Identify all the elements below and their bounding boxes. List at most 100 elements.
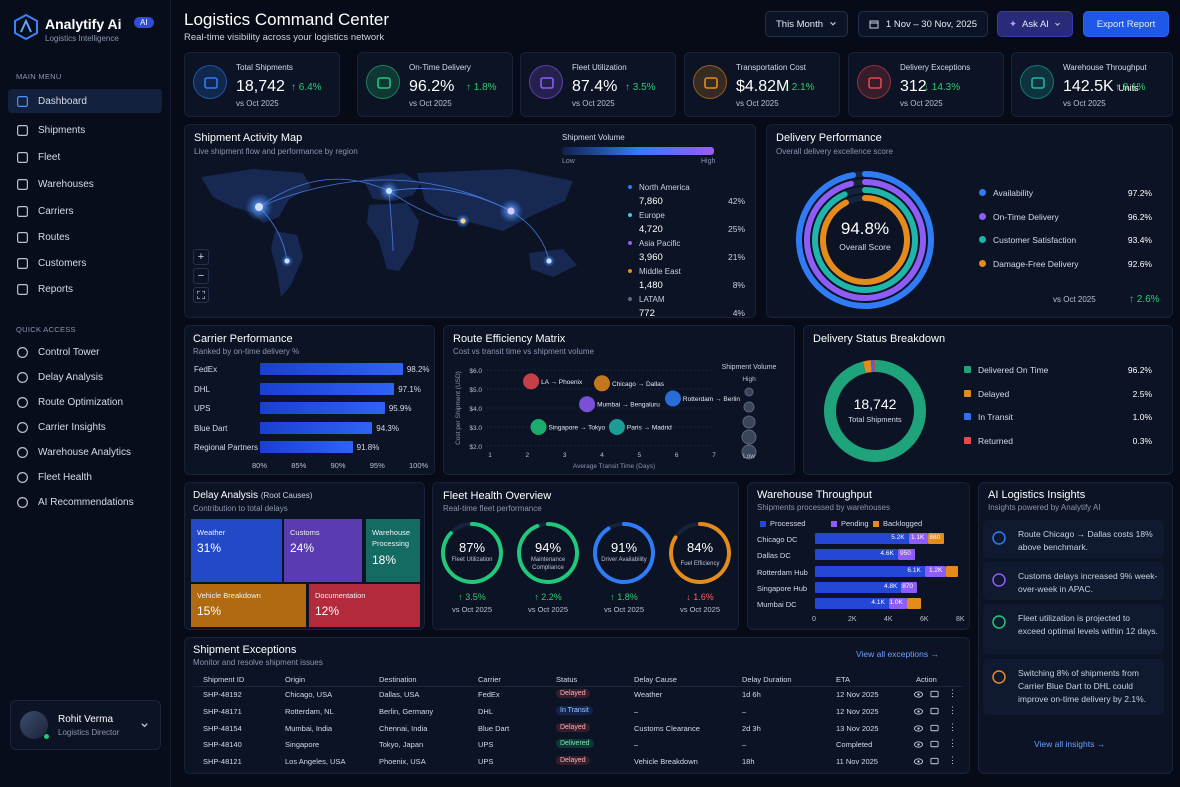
- kpi-card-fleet-utilization[interactable]: Fleet Utilization 87.4% ↑ 3.5% vs Oct 2025: [520, 52, 676, 117]
- gauge-label: Maintenance Compliance: [530, 557, 566, 571]
- view-all-insights-link[interactable]: View all insights →: [1034, 739, 1106, 749]
- status-value: 1.0%: [1132, 412, 1152, 422]
- kpi-unit: Units: [1118, 83, 1139, 93]
- column-header-shipment-id[interactable]: Shipment ID: [203, 675, 245, 684]
- export-report-button[interactable]: Export Report: [1083, 11, 1169, 37]
- delay-cell-warehouse-processing[interactable]: Warehouse Processing 18%: [366, 519, 420, 582]
- reports-icon: [16, 283, 38, 296]
- sidebar-item-control-tower[interactable]: Control Tower: [8, 340, 162, 364]
- cell-carrier: UPS: [478, 740, 494, 750]
- ai-badge: AI: [134, 17, 154, 28]
- column-header-destination[interactable]: Destination: [379, 675, 417, 684]
- kpi-card-total-shipments[interactable]: Total Shipments 18,742 ↑ 6.4% vs Oct 2025: [184, 52, 340, 117]
- sidebar-item-carrier-insights[interactable]: Carrier Insights: [8, 415, 162, 439]
- sidebar-item-carriers[interactable]: Carriers: [8, 199, 162, 223]
- route-point: [523, 373, 540, 390]
- column-header-origin[interactable]: Origin: [285, 675, 306, 684]
- table-row[interactable]: SHP-48171 Rotterdam, NL Berlin, Germany DHL…: [193, 704, 963, 720]
- sidebar-item-customers[interactable]: Customers: [8, 251, 162, 275]
- zoom-out-button[interactable]: −: [193, 268, 209, 284]
- legend-swatch: [873, 521, 879, 527]
- status-value: 2.5%: [1132, 388, 1152, 399]
- exceptions-title: Shipment Exceptions: [193, 644, 297, 656]
- view-all-exceptions-link[interactable]: View all exceptions →: [856, 649, 939, 659]
- sidebar-item-warehouse-analytics[interactable]: Warehouse Analytics: [8, 440, 162, 464]
- route-point-label: Chicago → Dallas: [612, 381, 665, 388]
- more-icon[interactable]: ⋮: [948, 704, 957, 715]
- sidebar-item-delay-analysis[interactable]: Delay Analysis: [8, 365, 162, 389]
- delay-cell-weather[interactable]: Weather 31%: [191, 519, 282, 582]
- trend-icon: [992, 531, 1006, 545]
- delay-title: Delay Analysis: [193, 490, 259, 501]
- kpi-delta: ↑ 3.5%: [625, 82, 656, 93]
- cell-origin: Rotterdam, NL: [285, 706, 334, 716]
- warehouse-name: Rotterdam Hub: [757, 567, 808, 577]
- more-icon[interactable]: ⋮: [948, 755, 957, 766]
- legend-label: Pending: [841, 519, 869, 528]
- column-header-delay-cause[interactable]: Delay Cause: [634, 675, 677, 684]
- kpi-card-on-time-delivery[interactable]: On-Time Delivery 96.2% ↑ 1.8% vs Oct 2025: [357, 52, 513, 117]
- delay-analysis-card: Delay Analysis (Root Causes) Contributio…: [184, 482, 425, 630]
- insight-card[interactable]: Customs delays increased 9% week-over-we…: [983, 562, 1164, 600]
- insight-card[interactable]: Switching 8% of shipments from Carrier B…: [983, 659, 1164, 715]
- carrier-performance-card: Carrier Performance Ranked by on-time de…: [184, 325, 435, 475]
- sidebar-item-fleet[interactable]: Fleet: [8, 145, 162, 169]
- column-header-eta[interactable]: ETA: [836, 675, 851, 684]
- sidebar-item-label: Reports: [38, 283, 74, 295]
- more-icon[interactable]: ⋮: [948, 688, 957, 698]
- status-total: 18,742: [853, 396, 897, 412]
- delay-cell-name: Weather: [197, 528, 226, 537]
- sidebar-item-ai-recommendations[interactable]: AI Recommendations: [8, 490, 162, 514]
- user-card[interactable]: Rohit Verma Logistics Director: [10, 700, 161, 750]
- kpi-card-warehouse-throughput[interactable]: Warehouse Throughput 142.5K Units ↑ 8.1% vs…: [1011, 52, 1173, 117]
- brand-name: Analytify Ai: [45, 16, 122, 32]
- more-icon[interactable]: ⋮: [948, 721, 957, 732]
- delay-cell-customs[interactable]: Customs 24%: [284, 519, 362, 582]
- more-icon[interactable]: ⋮: [948, 738, 957, 749]
- kpi-card-transportation-cost[interactable]: Transportation Cost $4.82M ↓ 2.1% vs Oct 20…: [684, 52, 840, 117]
- table-row[interactable]: SHP-48121 Los Angeles, USA Phoenix, USA UPS…: [193, 754, 963, 770]
- warehouse-bar-backlogged: [946, 565, 959, 577]
- legend-swatch: [831, 521, 837, 527]
- sidebar-item-dashboard[interactable]: Dashboard: [8, 89, 162, 113]
- ai-subtitle: Insights powered by Analytify AI: [988, 503, 1101, 512]
- fullscreen-button[interactable]: [193, 287, 209, 303]
- status-name: In Transit: [978, 412, 1013, 422]
- column-header-carrier[interactable]: Carrier: [478, 675, 501, 684]
- table-row[interactable]: SHP-48140 Singapore Tokyo, Japan UPS Deliver…: [193, 737, 963, 753]
- sidebar-item-route-optimization[interactable]: Route Optimization: [8, 390, 162, 414]
- column-header-delay-duration[interactable]: Delay Duration: [742, 675, 792, 684]
- control-tower-icon: [16, 346, 38, 359]
- table-row[interactable]: SHP-48192 Chicago, USA Dallas, USA FedEx Del…: [193, 687, 963, 703]
- warehouse-bar-processed: 5.2K: [815, 533, 909, 544]
- sidebar-item-shipments[interactable]: Shipments: [8, 118, 162, 142]
- column-header-action[interactable]: Action: [916, 675, 937, 684]
- sidebar-item-warehouses[interactable]: Warehouses: [8, 172, 162, 196]
- sidebar-item-routes[interactable]: Routes: [8, 225, 162, 249]
- logo-icon: [14, 14, 38, 40]
- kpi-compare: vs Oct 2025: [736, 99, 779, 108]
- sidebar-item-fleet-health[interactable]: Fleet Health: [8, 465, 162, 489]
- ask-ai-button[interactable]: ✦ Ask AI: [997, 11, 1073, 37]
- comment-icon: [930, 741, 939, 748]
- map-legend-title: Shipment Volume: [562, 133, 625, 142]
- date-range-picker[interactable]: 1 Nov – 30 Nov, 2025: [858, 11, 988, 37]
- delay-cell-vehicle-breakdown[interactable]: Vehicle Breakdown 15%: [191, 584, 306, 627]
- delay-cell-documentation[interactable]: Documentation 12%: [309, 584, 420, 627]
- insight-card[interactable]: Route Chicago → Dallas costs 18% above b…: [983, 520, 1164, 558]
- region-dot: [628, 297, 632, 301]
- cell-carrier: FedEx: [478, 690, 500, 699]
- sidebar-item-reports[interactable]: Reports: [8, 277, 162, 301]
- region-name: Asia Pacific: [639, 239, 681, 248]
- world-map[interactable]: [193, 161, 613, 311]
- quick-access-label: QUICK ACCESS: [16, 325, 76, 334]
- kpi-card-delivery-exceptions[interactable]: Delivery Exceptions 312 ↓ 14.3% vs Oct 2025: [848, 52, 1004, 117]
- zoom-in-button[interactable]: +: [193, 249, 209, 265]
- gauge-label: Fuel Efficiency: [680, 561, 720, 567]
- period-select[interactable]: This Month: [765, 11, 848, 37]
- column-header-status[interactable]: Status: [556, 675, 578, 684]
- sidebar-item-label: Fleet Health: [38, 471, 92, 483]
- legend-label: Backlogged: [883, 519, 923, 528]
- table-row[interactable]: SHP-48154 Mumbai, India Chennai, India Blue…: [193, 721, 963, 737]
- insight-card[interactable]: Fleet utilization is projected to exceed…: [983, 604, 1164, 654]
